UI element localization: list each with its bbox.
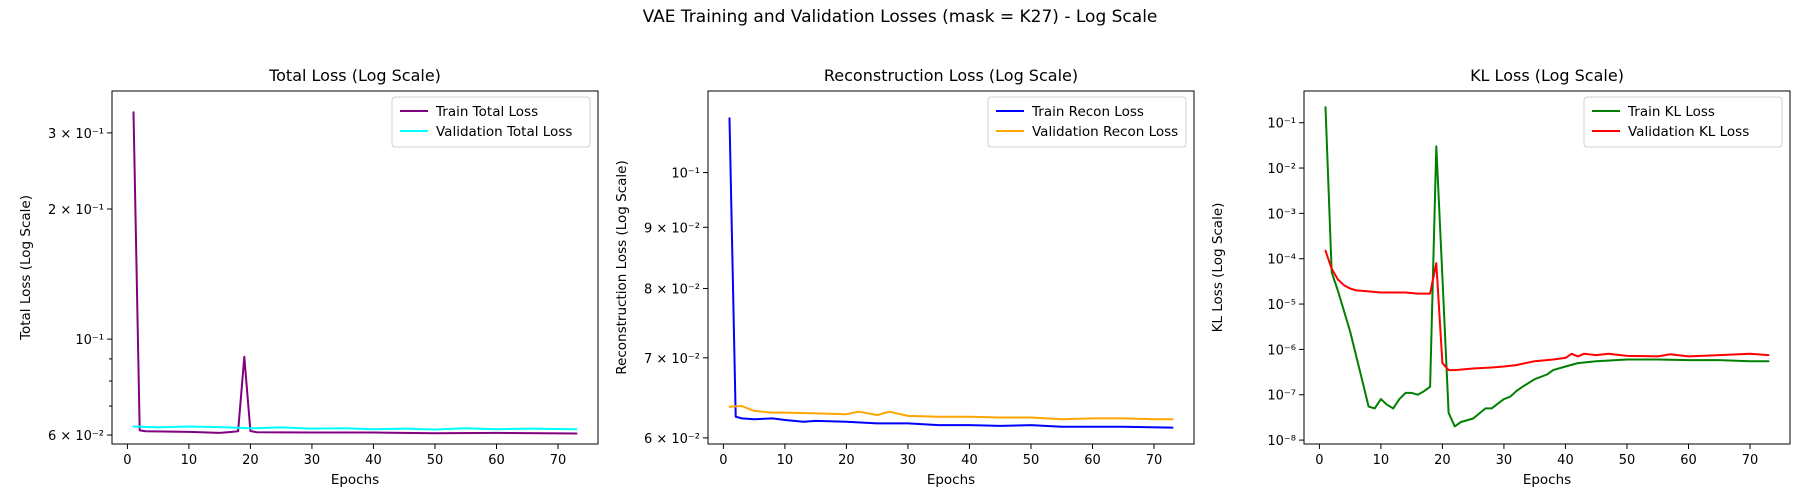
x-tick-label: 40 xyxy=(1557,453,1574,468)
x-tick-label: 70 xyxy=(1742,453,1759,468)
series-line-validation xyxy=(132,425,578,431)
x-tick-label: 60 xyxy=(1680,453,1697,468)
x-tick-label: 60 xyxy=(1084,453,1101,468)
y-tick-label: 10⁻³ xyxy=(1267,207,1296,222)
x-tick-label: 10 xyxy=(1373,453,1390,468)
x-axis-label: Epochs xyxy=(927,472,975,488)
figure-title: VAE Training and Validation Losses (mask… xyxy=(643,7,1158,27)
x-tick-label: 40 xyxy=(365,453,382,468)
y-tick-label: 10⁻¹ xyxy=(75,333,104,348)
subplot-1: Total Loss (Log Scale) 0 10 20 30 40 50 60 70 6 ×… xyxy=(18,66,599,488)
legend-entry: Validation Total Loss xyxy=(436,124,572,140)
y-tick-label: 10⁻⁵ xyxy=(1267,298,1296,313)
y-tick-label: 10⁻⁷ xyxy=(1267,389,1296,404)
subplot-title: Reconstruction Loss (Log Scale) xyxy=(824,66,1078,85)
x-tick-label: 10 xyxy=(181,453,198,468)
y-tick-label: 10⁻⁸ xyxy=(1267,434,1296,449)
y-tick-label: 10⁻⁴ xyxy=(1267,253,1296,268)
x-tick-label: 10 xyxy=(777,453,794,468)
y-tick-label: 9 × 10⁻² xyxy=(644,221,700,236)
series-line-train xyxy=(132,111,578,435)
y-tick-label: 6 × 10⁻² xyxy=(644,432,700,447)
series-line-validation xyxy=(1324,249,1770,372)
x-tick-label: 0 xyxy=(719,453,727,468)
x-axis-label: Epochs xyxy=(331,472,379,488)
series-line-train xyxy=(1324,106,1770,428)
x-tick-label: 30 xyxy=(1496,453,1513,468)
y-axis-label: KL Loss (Log Scale) xyxy=(1210,203,1226,333)
x-tick-label: 70 xyxy=(550,453,567,468)
legend-box xyxy=(391,96,591,148)
legend: Train KL Loss Validation KL Loss xyxy=(1583,96,1783,148)
series-line-validation xyxy=(728,405,1174,421)
x-tick-label: 30 xyxy=(304,453,321,468)
subplots: Total Loss (Log Scale) 0 10 20 30 40 50 60 70 6 ×… xyxy=(18,66,1791,488)
x-tick-label: 40 xyxy=(961,453,978,468)
x-tick-label: 60 xyxy=(488,453,505,468)
plot-area xyxy=(111,90,599,445)
plot-area xyxy=(1303,90,1791,445)
legend-entry: Train KL Loss xyxy=(1627,104,1715,120)
x-tick-label: 50 xyxy=(1023,453,1040,468)
y-tick-label: 8 × 10⁻² xyxy=(644,282,700,297)
y-tick-label: 2 × 10⁻¹ xyxy=(48,203,104,218)
x-tick-label: 20 xyxy=(1434,453,1451,468)
legend: Train Recon Loss Validation Recon Loss xyxy=(987,96,1187,148)
y-tick-label: 3 × 10⁻¹ xyxy=(48,127,104,142)
legend-entry: Validation Recon Loss xyxy=(1032,124,1178,140)
plot-area xyxy=(707,90,1195,445)
legend-box xyxy=(1583,96,1783,148)
y-tick-label: 10⁻⁶ xyxy=(1267,343,1296,358)
y-axis-label: Reconstruction Loss (Log Scale) xyxy=(614,160,630,374)
y-tick-label: 10⁻² xyxy=(1267,162,1296,177)
x-tick-label: 0 xyxy=(1315,453,1323,468)
x-axis-label: Epochs xyxy=(1523,472,1571,488)
series-line-train xyxy=(728,117,1174,429)
legend-entry: Train Recon Loss xyxy=(1031,104,1144,120)
x-tick-label: 50 xyxy=(427,453,444,468)
legend-entry: Validation KL Loss xyxy=(1628,124,1749,140)
subplot-3: KL Loss (Log Scale) 0 10 20 30 40 50 60 70 10⁻⁸ 10… xyxy=(1210,66,1791,488)
legend-entry: Train Total Loss xyxy=(435,104,538,120)
x-tick-label: 20 xyxy=(838,453,855,468)
subplot-title: KL Loss (Log Scale) xyxy=(1470,66,1624,85)
y-tick-label: 10⁻¹ xyxy=(1267,117,1296,132)
x-tick-label: 70 xyxy=(1146,453,1163,468)
x-tick-label: 0 xyxy=(123,453,131,468)
y-tick-label: 10⁻¹ xyxy=(671,167,700,182)
x-tick-label: 50 xyxy=(1619,453,1636,468)
x-tick-label: 20 xyxy=(242,453,259,468)
y-axis-label: Total Loss (Log Scale) xyxy=(18,195,34,341)
y-tick-label: 7 × 10⁻² xyxy=(644,352,700,367)
y-tick-label: 6 × 10⁻² xyxy=(48,429,104,444)
x-tick-label: 30 xyxy=(900,453,917,468)
subplot-title: Total Loss (Log Scale) xyxy=(268,66,441,85)
subplot-2: Reconstruction Loss (Log Scale) 0 10 20 30 40… xyxy=(614,66,1195,488)
legend: Train Total Loss Validation Total Loss xyxy=(391,96,591,148)
legend-box xyxy=(987,96,1187,148)
